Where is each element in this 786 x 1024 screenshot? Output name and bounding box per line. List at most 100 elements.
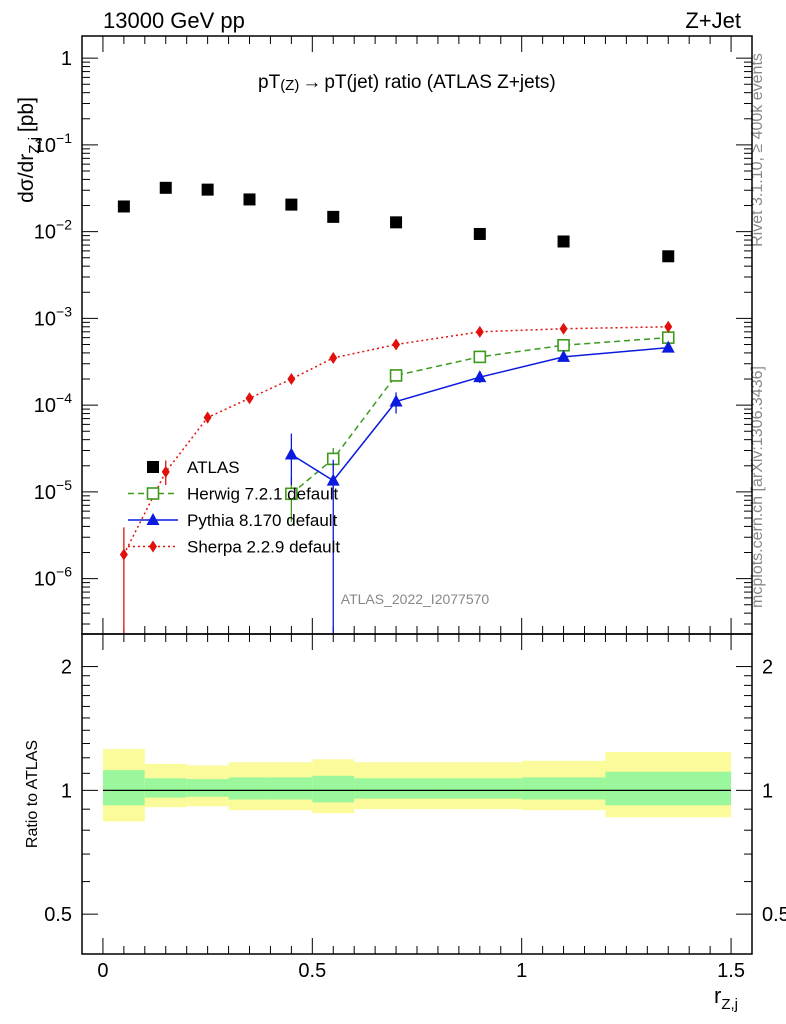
- y-label-main: dσ/dr: [15, 154, 38, 203]
- y-tick-label-exponent: −5: [56, 477, 72, 493]
- x-tick-label: 1: [516, 960, 527, 982]
- inner-band-segment: [312, 775, 355, 803]
- y-tick-label-base: 10: [34, 135, 56, 157]
- legend-marker-sherpa: [149, 540, 157, 553]
- legend-marker-atlas: [147, 461, 159, 473]
- x-tick-label: 1.5: [717, 960, 745, 982]
- main-clipped-marks: [117, 181, 675, 634]
- legend: ATLAS Herwig 7.2.1 default Pythia 8.170 de…: [128, 458, 340, 557]
- y-tick-label: 10−3: [34, 303, 72, 330]
- ratio-axis-ticks: 2 2 1 1 0.5 0.5 0 0.5 1 1.5: [44, 634, 786, 982]
- herwig-point: [557, 338, 570, 352]
- pythia-point: [389, 394, 403, 407]
- plot-title-arrow: →: [302, 72, 321, 93]
- y-tick-label-base: 10: [34, 222, 56, 244]
- atlas-point: [662, 250, 675, 263]
- ratio-uncertainty-bands: [102, 749, 732, 822]
- plot-title-sub: (Z): [280, 77, 299, 94]
- legend-label-sherpa: Sherpa 2.2.9 default: [187, 538, 340, 557]
- atlas-point: [159, 181, 172, 194]
- y-tick-label: 10−2: [34, 217, 72, 244]
- x-axis-label: rZ,j: [714, 983, 738, 1013]
- pythia-point: [326, 473, 340, 486]
- atlas-point: [390, 216, 403, 229]
- y-tick-label-base: 10: [34, 308, 56, 330]
- x-tick-label: 0.5: [298, 960, 326, 982]
- header-right-label: Z+Jet: [685, 8, 741, 33]
- legend-marker-herwig: [146, 487, 160, 500]
- inner-band-segment: [228, 777, 271, 800]
- sherpa-point: [392, 338, 401, 351]
- analysis-watermark: ATLAS_2022_I2077570: [341, 591, 490, 607]
- herwig-point: [473, 350, 487, 364]
- atlas-point: [201, 183, 214, 196]
- main-y-axis-label: dσ/drZ,j [pb]: [15, 97, 43, 203]
- pythia-point: [473, 370, 487, 383]
- mcplots-label: mcplots.cern.ch [arXiv:1306.3436]: [749, 366, 766, 608]
- sherpa-point: [119, 548, 128, 561]
- pythia-point: [661, 340, 675, 353]
- y-tick-label-exponent: −1: [56, 130, 72, 146]
- ratio-y-tick-label-left: 2: [61, 657, 72, 679]
- legend-marker-pythia: [146, 513, 160, 525]
- y-tick-label: 10−1: [34, 130, 72, 157]
- y-label-sub: Z,j: [26, 137, 43, 154]
- ratio-y-tick-label-right: 0.5: [762, 904, 786, 926]
- atlas-point: [473, 227, 486, 240]
- ratio-y-tick-label-left: 0.5: [44, 904, 72, 926]
- plot-title: pT(Z) → pT(jet) ratio (ATLAS Z+jets): [258, 72, 556, 94]
- inner-band-segment: [102, 770, 145, 806]
- sherpa-point: [161, 465, 170, 478]
- rivet-version-label: Rivet 3.1.10, ≥ 400k events: [749, 53, 766, 247]
- herwig-series-line: [290, 336, 669, 495]
- y-tick-label-base: 1: [61, 48, 72, 70]
- main-plot-panel: 110−110−210−310−410−510−6 pT(Z) → pT(jet) …: [15, 35, 753, 635]
- plot-title-main: pT: [258, 72, 281, 93]
- atlas-point: [557, 235, 570, 248]
- main-y-ticks: 110−110−210−310−410−510−6: [34, 36, 752, 634]
- sherpa-point: [329, 351, 338, 364]
- sherpa-series-line: [123, 326, 669, 555]
- y-tick-label-base: 10: [34, 482, 56, 504]
- ratio-y-tick-label-right: 1: [762, 780, 773, 802]
- sherpa-point: [245, 392, 254, 405]
- herwig-point: [389, 369, 403, 382]
- atlas-point: [243, 193, 256, 206]
- sherpa-point: [475, 325, 484, 338]
- inner-band-segment: [605, 771, 732, 806]
- legend-label-pythia: Pythia 8.170 default: [187, 511, 338, 530]
- legend-label-herwig: Herwig 7.2.1 default: [187, 485, 338, 504]
- y-tick-label-base: 10: [34, 395, 56, 417]
- y-tick-label-exponent: −4: [56, 390, 72, 406]
- y-tick-label-base: 10: [34, 569, 56, 591]
- header-left-label: 13000 GeV pp: [103, 8, 245, 33]
- y-tick-label: 10−6: [34, 564, 72, 591]
- pythia-point: [284, 447, 298, 460]
- legend-label-atlas: ATLAS: [187, 458, 240, 477]
- x-label-sub: Z,j: [721, 996, 738, 1013]
- y-tick-label: 10−5: [34, 477, 72, 504]
- herwig-point: [285, 487, 298, 501]
- sherpa-point: [287, 373, 296, 386]
- main-data-marks: [117, 181, 675, 634]
- inner-band-segment: [437, 778, 522, 799]
- inner-band-segment: [270, 777, 313, 800]
- atlas-point: [285, 198, 298, 211]
- pythia-point: [557, 349, 571, 362]
- ratio-y-tick-label-right: 2: [762, 657, 773, 679]
- inner-band-segment: [186, 779, 229, 797]
- y-tick-label-exponent: −6: [56, 564, 72, 580]
- y-label-unit: [pb]: [15, 97, 38, 132]
- sherpa-point: [664, 320, 673, 333]
- y-tick-label-exponent: −3: [56, 303, 72, 319]
- inner-band-segment: [144, 778, 187, 798]
- sherpa-point: [203, 411, 212, 424]
- y-tick-label: 1: [61, 48, 72, 70]
- x-label-main: r: [714, 983, 721, 1008]
- x-tick-label: 0: [97, 960, 108, 982]
- plot-title-rest: pT(jet) ratio (ATLAS Z+jets): [324, 72, 555, 93]
- sherpa-point: [559, 322, 568, 335]
- atlas-point: [327, 210, 340, 223]
- main-plot-frame: [81, 35, 753, 635]
